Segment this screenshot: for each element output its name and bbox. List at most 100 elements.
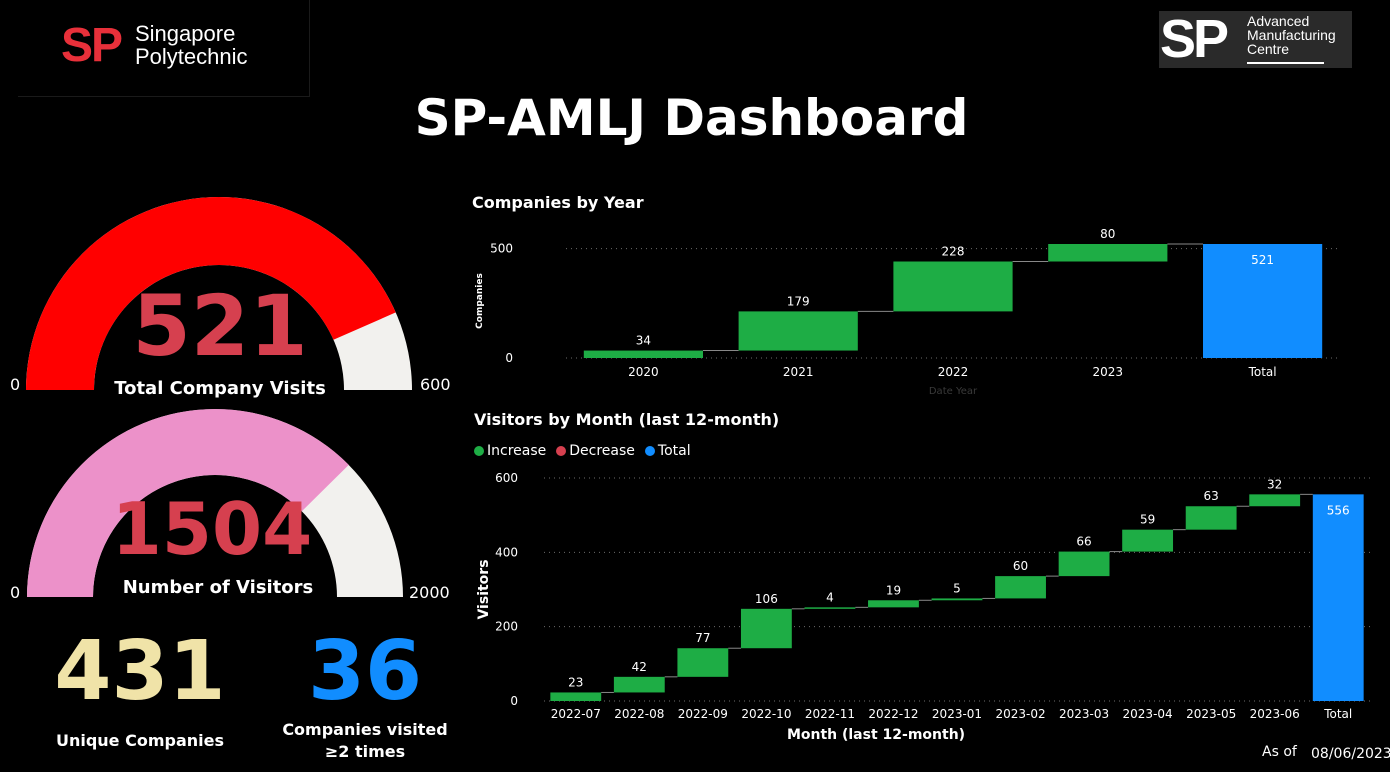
waterfall-bar	[995, 576, 1046, 599]
waterfall-bar	[740, 608, 792, 649]
repeat-companies-value: 36	[307, 624, 423, 719]
amc-name-line1: Advanced	[1247, 13, 1310, 29]
as-of-date: 08/06/2023	[1311, 746, 1390, 762]
singapore-polytechnic-logo: SP Singapore Polytechnic	[18, 0, 310, 97]
gauge-value: 1504	[111, 487, 313, 571]
y-tick-label: 200	[495, 620, 518, 634]
data-label: 228	[942, 245, 965, 259]
waterfall-bar	[804, 607, 856, 609]
x-tick-label: 2022-08	[614, 707, 664, 721]
x-tick-label: 2022-09	[678, 707, 728, 721]
repeat-companies-label-line1: Companies visited	[282, 720, 448, 739]
waterfall-bar	[1185, 506, 1237, 530]
x-tick-label: 2022-11	[805, 707, 855, 721]
legend-marker	[556, 446, 567, 456]
y-axis-title: Companies	[475, 273, 485, 329]
data-label: 42	[632, 660, 647, 674]
x-tick-label: 2023-04	[1123, 707, 1173, 721]
gauge-fill	[26, 196, 396, 390]
gauge-total-company-visits	[26, 196, 412, 390]
data-label: 4	[826, 590, 834, 604]
x-tick-label: 2022-07	[551, 707, 601, 721]
data-label: 80	[1100, 228, 1115, 241]
advanced-manufacturing-centre-logo: SP Advanced Manufacturing Centre	[1159, 11, 1352, 68]
amc-name-line3: Centre	[1247, 41, 1290, 57]
waterfall-bar	[1048, 244, 1168, 262]
gauge-number-of-visitors	[27, 409, 403, 597]
gauge-label: Number of Visitors	[122, 577, 314, 598]
waterfall-bar	[613, 676, 665, 693]
data-label: 32	[1267, 477, 1282, 491]
waterfall-bar	[583, 350, 703, 358]
gauge-max: 600	[420, 375, 451, 394]
x-tick-label: 2023	[1093, 365, 1124, 379]
legend-label: Increase	[487, 443, 547, 459]
waterfall-bar	[893, 261, 1013, 312]
dashboard-title: SP-AMLJ Dashboard	[414, 89, 969, 147]
waterfall-bar	[1312, 494, 1364, 701]
x-tick-label: Total	[1323, 707, 1352, 721]
x-tick-label: 2023-01	[932, 707, 982, 721]
x-tick-label: 2021	[783, 365, 814, 379]
y-tick-label: 0	[505, 351, 513, 365]
y-tick-label: 500	[490, 242, 513, 256]
legend-item-total: Total	[644, 443, 691, 459]
gauge-max: 2000	[409, 583, 450, 602]
companies-by-year-chart: 0 500 34 2020 179 2021 228 2022 80 2023 521 Total Da…	[475, 228, 1340, 397]
amc-name-line2: Manufacturing	[1247, 27, 1336, 43]
waterfall-bar	[1122, 529, 1174, 552]
data-label: 106	[755, 592, 778, 606]
legend-item-decrease: Decrease	[556, 443, 635, 459]
waterfall-bar	[931, 598, 983, 601]
waterfall-bar	[677, 648, 729, 677]
chart-legend: Increase Decrease Total	[474, 443, 691, 459]
waterfall-bar	[1203, 244, 1323, 358]
data-label: 556	[1327, 503, 1350, 517]
gauge-fill	[27, 409, 349, 597]
waterfall-bar	[738, 311, 858, 351]
data-label: 23	[568, 675, 583, 689]
gauge-label: Total Company Visits	[114, 378, 326, 399]
x-axis-title: Month (last 12-month)	[787, 727, 965, 743]
legend-label: Total	[657, 443, 691, 459]
y-tick-label: 0	[510, 694, 518, 708]
x-tick-label: 2023-02	[995, 707, 1045, 721]
gauge-value: 521	[132, 277, 308, 375]
x-tick-label: Total	[1248, 365, 1277, 379]
waterfall-bar	[550, 692, 602, 701]
y-tick-label: 400	[495, 545, 518, 559]
amc-logo-underline	[1247, 62, 1324, 64]
x-axis-title: Date Year	[929, 386, 978, 397]
unique-companies-value: 431	[54, 624, 226, 719]
x-tick-label: 2020	[628, 365, 659, 379]
visitors-by-month-chart: 0 200 400 600 23 2022-07 42 2022-08 77 2022-09 106…	[476, 471, 1370, 743]
legend-marker	[644, 446, 655, 456]
waterfall-bar	[1058, 551, 1110, 577]
x-tick-label: 2022-10	[741, 707, 791, 721]
waterfall-bar	[1249, 494, 1301, 507]
x-tick-label: 2022-12	[868, 707, 918, 721]
amc-logo-mark: SP	[1160, 9, 1229, 69]
unique-companies-label: Unique Companies	[55, 731, 225, 750]
data-label: 66	[1076, 535, 1091, 549]
repeat-companies-label-line2: ≥2 times	[324, 742, 406, 761]
data-label: 60	[1013, 559, 1028, 573]
legend-marker	[474, 446, 484, 456]
data-label: 5	[953, 581, 961, 595]
data-label: 521	[1251, 253, 1274, 267]
x-tick-label: 2023-06	[1250, 707, 1300, 721]
logo-name-line2: Polytechnic	[135, 44, 248, 69]
x-tick-label: 2023-03	[1059, 707, 1109, 721]
waterfall-bar	[868, 600, 919, 608]
logo-name: Singapore Polytechnic	[135, 22, 248, 68]
chart-title-companies-by-year: Companies by Year	[472, 193, 644, 212]
repeat-companies-label: Companies visited ≥2 times	[265, 719, 465, 763]
legend-item-increase: Increase	[474, 443, 546, 459]
y-axis-title: Visitors	[476, 559, 492, 619]
amc-logo-name: Advanced Manufacturing Centre	[1247, 14, 1352, 56]
data-label: 77	[695, 631, 710, 645]
y-tick-label: 600	[495, 471, 518, 485]
as-of-label: As of	[1262, 744, 1297, 760]
data-label: 59	[1140, 513, 1155, 527]
data-label: 179	[787, 294, 810, 308]
